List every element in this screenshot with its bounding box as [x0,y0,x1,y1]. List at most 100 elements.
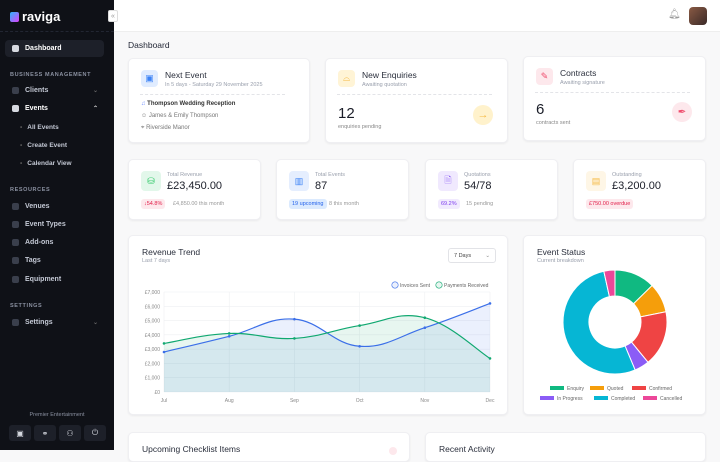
section-label: BUSINESS MANAGEMENT [10,72,92,78]
page-title: Dashboard [128,40,170,50]
contracts-card[interactable]: ✎ Contracts Awaiting signature 6 contrac… [523,56,706,141]
calendar-star-icon: ▣ [141,70,158,87]
x-tick-label: Nov [420,398,429,404]
legend-label: In Progress [557,396,583,402]
badge-icon [389,447,397,455]
card-subtitle: Awaiting signature [560,80,605,86]
wrench-icon [12,239,19,246]
chevron-down-icon: ⌄ [92,88,98,94]
sidebar-item-clients[interactable]: Clients ⌄ [5,82,104,99]
sidebar-item-event-types[interactable]: Event Types [5,216,104,233]
sidebar-item-events[interactable]: Events ⌃ [5,100,104,117]
legend-swatch [540,396,554,400]
data-point [227,334,231,338]
enquiries-count: 12 [338,105,355,122]
stat-card[interactable]: 🗎︎ Quotations 54/78 69.2% 15 pending [425,159,558,220]
logo[interactable]: raviga [10,9,60,24]
stat-card[interactable]: ▤ Outstanding £3,200.00 £750.00 overdue [573,159,706,220]
stat-note: 15 pending [466,201,494,207]
pen-button[interactable]: ✒ [672,102,692,122]
chart-subtitle: Current breakdown [537,258,584,264]
file-signature-icon: ✎ [536,68,553,85]
sidebar-item-venues[interactable]: Venues [5,198,104,215]
coins-icon: ⛁ [141,171,161,191]
legend-label: Invoices Sent [400,283,431,289]
chart-title: Revenue Trend [142,247,201,257]
calendar-button[interactable]: ▣ [9,425,31,441]
card-title: Next Event [165,70,207,80]
collapse-sidebar-button[interactable]: « [108,10,118,22]
y-tick-label: £3,000 [145,347,161,353]
series-area [164,303,490,392]
data-point [227,332,231,335]
avatar[interactable] [689,7,707,25]
x-tick-label: Aug [225,398,234,404]
x-tick-label: Oct [356,398,364,404]
stat-value: £23,450.00 [167,180,223,192]
chart-subtitle: Last 7 days [142,258,171,264]
top-bar: 🔔︎ [114,0,720,32]
x-tick-label: Jul [161,398,167,404]
data-point [423,326,427,330]
stat-value: £3,200.00 [612,180,661,192]
gear-icon [12,319,19,326]
users-button[interactable]: ⚇ [59,425,81,441]
legend-swatch [594,396,608,400]
stat-note: 8 this month [329,201,359,207]
legend-label: Confirmed [649,386,672,392]
donut-slice-cancelled [603,269,616,298]
bell-icon[interactable]: 🔔︎ [668,9,681,20]
recent-activity-card: Recent Activity [425,432,706,462]
users-icon [12,87,19,94]
donut-slice-completed [562,270,636,375]
card-title: Contracts [560,68,597,78]
stat-label: Total Revenue [167,172,203,178]
stat-card[interactable]: ⛁ Total Revenue £23,450.00 ↓54.8% £4,850… [128,159,261,220]
card-subtitle: In 5 days - Saturday 29 November 2025 [165,82,263,88]
new-enquiries-card[interactable]: ⌓ New Enquiries Awaiting quotation 12 en… [325,58,508,143]
arrow-right-button[interactable]: → [473,105,493,125]
map-pin-icon: ⌖ [141,125,145,131]
event-status-donut: Enquiry Quoted Confirmed In Progress Complet… [540,269,682,402]
box-icon [12,276,19,283]
data-point [162,342,166,345]
card-subtitle: Awaiting quotation [362,82,407,88]
y-tick-label: £1,000 [145,376,161,382]
sidebar-item-tags[interactable]: Tags [5,252,104,269]
stat-label: Quotations [464,172,491,178]
range-select[interactable]: 7 Days ⌄ [448,248,496,263]
client-name: ☺ James & Emily Thompson [141,113,219,119]
sidebar-item-all-events[interactable]: All Events [20,124,58,131]
sidebar-item-calendar-view[interactable]: Calendar View [20,160,71,167]
chevron-up-icon: ⌃ [92,106,98,112]
clipboard-icon: ▤ [586,171,606,191]
sidebar-item-equipment[interactable]: Equipment [5,271,104,288]
data-point [358,324,361,327]
stat-value: 87 [315,180,328,192]
sidebar-item-dashboard[interactable]: Dashboard [5,40,104,57]
tag-icon [12,221,19,228]
x-tick-label: Dec [486,398,495,404]
event-name: ♫ Thompson Wedding Reception [141,101,236,107]
venue-name: ⌖ Riverside Manor [141,125,190,131]
stat-note: £4,850.00 this month [173,201,225,207]
count-label: enquiries pending [338,124,382,130]
legend-marker [435,281,443,289]
sidebar-item-settings[interactable]: Settings ⌄ [5,314,104,331]
logout-button[interactable]: ⏻ [84,425,106,441]
y-tick-label: £6,000 [145,304,161,310]
count-label: contracts sent [536,120,571,126]
card-title: New Enquiries [362,70,417,80]
music-icon: ♫ [141,101,146,107]
chart-icon [12,45,19,52]
divider [0,31,114,32]
sidebar-item-add-ons[interactable]: Add-ons [5,234,104,251]
series-area [164,315,490,392]
link-button[interactable]: ⚭ [34,425,56,441]
revenue-line-chart: £0 £1,000 £2,000 £3,000 £4,000 £5,000 £6,000 £7… [145,281,495,404]
next-event-card[interactable]: ▣ Next Event In 5 days - Saturday 29 Nov… [128,58,310,143]
y-tick-label: £2,000 [145,361,161,367]
stat-badge: ↓54.8% [141,199,166,209]
stat-card[interactable]: ▥ Total Events 87 19 upcoming 8 this mon… [276,159,409,220]
sidebar-item-create-event[interactable]: Create Event [20,142,67,149]
